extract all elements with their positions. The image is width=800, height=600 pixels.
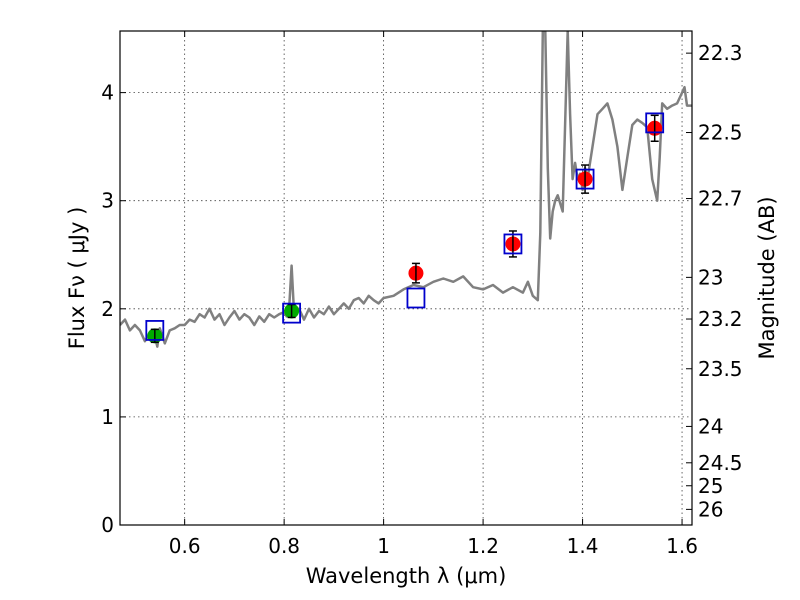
y2-tick-label: 22.7 <box>698 187 743 211</box>
y2-axis-label: Magnitude (AB) <box>755 196 779 359</box>
x-tick-label: 1.2 <box>467 534 499 558</box>
y-tick-label: 3 <box>101 189 114 213</box>
y-tick-label: 1 <box>101 405 114 429</box>
y-tick-label: 2 <box>101 297 114 321</box>
y2-tick-label: 23.5 <box>698 357 743 381</box>
y2-tick-label: 23 <box>698 265 723 289</box>
x-axis-label: Wavelength λ (μm) <box>306 564 507 588</box>
plot-series <box>120 31 692 348</box>
spectrum-line <box>120 31 692 348</box>
model-square <box>503 233 523 255</box>
y2-tick-label: 26 <box>698 497 723 521</box>
model-square <box>145 320 165 341</box>
y2-tick-label: 22.5 <box>698 121 743 145</box>
model-square <box>645 112 665 134</box>
x-tick-label: 1.4 <box>567 534 599 558</box>
y-tick-label: 0 <box>101 513 114 537</box>
y-tick-label: 4 <box>101 81 114 105</box>
y2-tick-label: 23.2 <box>698 307 743 331</box>
x-tick-label: 1.6 <box>666 534 698 558</box>
x-tick-label: 1 <box>377 534 390 558</box>
axis-ticks: 0.6 0.8 1 1.2 1.4 1.60123422.322.522.72323.22… <box>101 31 743 558</box>
model-square <box>282 302 302 324</box>
plot-frame <box>119 30 693 526</box>
y2-tick-label: 22.3 <box>698 41 743 65</box>
model-square <box>406 287 426 309</box>
model-square <box>575 168 595 190</box>
y2-tick-label: 25 <box>698 474 723 498</box>
y-axis-label: Flux Fν ( μJy ) <box>65 207 89 350</box>
x-tick-label: 0.8 <box>268 534 300 558</box>
y2-tick-label: 24.5 <box>698 451 743 475</box>
y2-tick-label: 24 <box>698 414 723 438</box>
x-tick-label: 0.6 <box>169 534 201 558</box>
